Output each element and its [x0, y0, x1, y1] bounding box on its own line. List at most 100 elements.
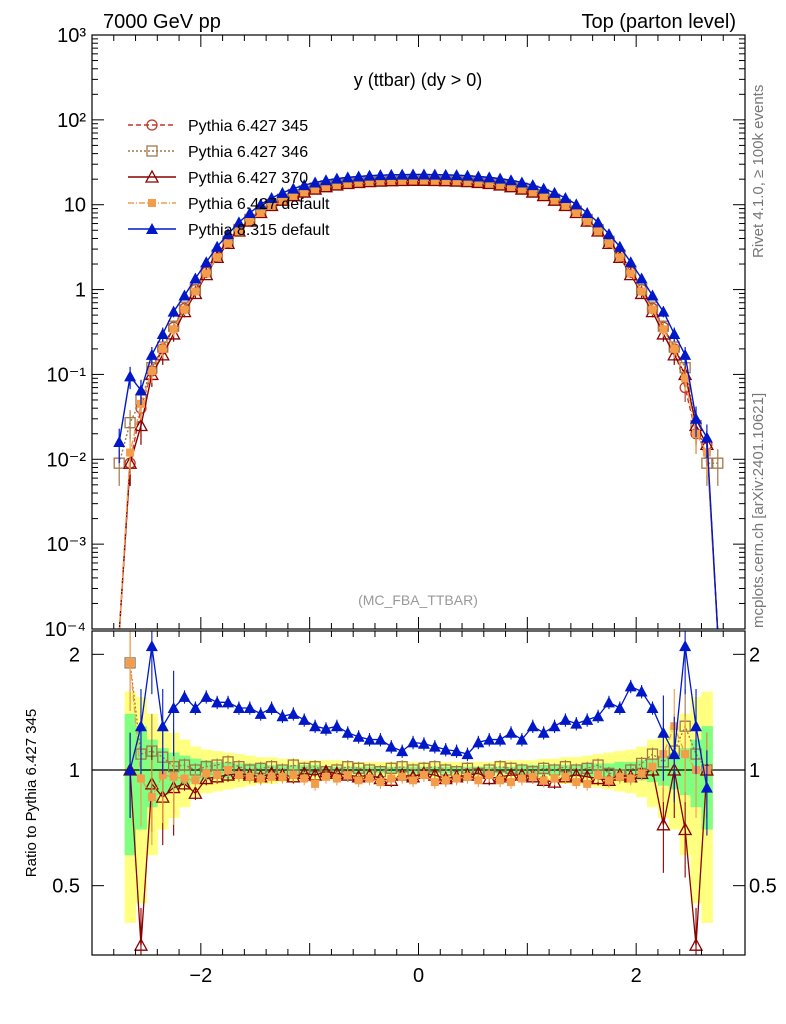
ratio-point	[515, 733, 528, 745]
ratio-point	[289, 771, 298, 780]
ratio-point	[472, 736, 485, 748]
ratio-point	[213, 771, 222, 780]
x-tick-label: 2	[631, 965, 642, 987]
data-point	[537, 182, 550, 194]
ratio-point	[199, 771, 214, 785]
ratio-point	[178, 759, 191, 771]
ratio-point	[570, 717, 583, 729]
data-point	[276, 186, 289, 198]
ratio-line-pythia-6-427-default	[129, 662, 707, 799]
data-point	[287, 182, 300, 194]
data-point	[615, 253, 624, 262]
ratio-point	[343, 771, 352, 780]
data-point	[169, 325, 178, 334]
data-point	[419, 176, 428, 185]
data-point	[594, 227, 603, 236]
data-point	[298, 179, 311, 191]
ratio-point	[474, 776, 483, 785]
ratio-point	[191, 776, 200, 785]
ratio-point	[278, 772, 287, 781]
ratio-point	[202, 769, 211, 778]
data-point	[330, 172, 343, 184]
header-left: 7000 GeV pp	[103, 11, 221, 33]
ratio-point	[550, 774, 559, 783]
data-point	[202, 269, 211, 278]
ratio-point	[309, 720, 322, 732]
data-point	[592, 216, 605, 228]
mcplots-label: mcplots.cern.ch [arXiv:2401.10621]	[750, 393, 767, 628]
legend-item-pythia-6-427-370: Pythia 6.427 370	[128, 169, 308, 187]
ratio-point	[145, 640, 158, 652]
ratio-point	[613, 701, 626, 713]
ratio-point	[505, 726, 518, 738]
ratio-point	[188, 785, 203, 799]
data-point	[428, 168, 441, 180]
ratio-point	[485, 771, 494, 780]
data-point	[417, 168, 430, 180]
data-point	[332, 181, 341, 190]
ratio-point	[200, 690, 213, 702]
ratio-point	[526, 720, 539, 732]
legend: Pythia 6.427 345 Pythia 6.427 346 Pythia 6…	[128, 118, 330, 239]
data-point	[452, 177, 461, 186]
series-line-pythia-6-427-default	[118, 179, 719, 629]
data-point	[134, 384, 147, 396]
legend-marker	[146, 223, 158, 234]
ratio-point	[583, 779, 592, 788]
ratio-point	[319, 722, 332, 734]
data-point	[559, 191, 572, 203]
data-point	[474, 178, 483, 187]
data-point	[385, 168, 398, 180]
data-point	[189, 272, 202, 284]
data-point	[224, 239, 233, 248]
ratio-point	[124, 763, 137, 775]
ratio-point	[417, 737, 430, 749]
ratio-point	[690, 720, 703, 732]
data-point	[245, 217, 254, 226]
ratio-point	[626, 774, 635, 783]
data-point	[343, 179, 352, 188]
data-point	[211, 240, 224, 252]
y-tick-label: 10	[64, 195, 86, 217]
data-point	[407, 168, 420, 180]
data-point	[517, 185, 526, 194]
data-point	[583, 217, 592, 226]
data-point	[494, 172, 507, 184]
legend-item-pythia-6-427-345: Pythia 6.427 345	[128, 118, 308, 135]
data-point	[289, 191, 298, 200]
ratio-line-pythia-6-427-370	[129, 769, 708, 946]
data-point	[539, 191, 548, 200]
data-point	[668, 327, 681, 339]
ratio-point	[341, 726, 354, 738]
data-point	[243, 206, 256, 218]
data-point	[572, 208, 581, 217]
data-point	[667, 347, 682, 361]
ratio-y-tick-label: 1	[69, 760, 80, 782]
ratio-point	[133, 937, 149, 951]
data-point	[374, 169, 387, 181]
data-point	[222, 228, 235, 240]
y-tick-label: 10⁻³	[47, 534, 87, 556]
data-point	[712, 457, 724, 469]
data-point	[561, 201, 570, 210]
legend-marker	[148, 199, 156, 207]
ratio-point	[594, 771, 603, 780]
data-point	[659, 325, 668, 334]
ratio-point	[537, 726, 550, 738]
data-point	[463, 177, 472, 186]
data-point	[365, 177, 374, 186]
ratio-point	[177, 776, 192, 790]
data-point	[156, 327, 169, 339]
data-point	[180, 305, 189, 314]
data-point	[681, 374, 690, 383]
data-point	[319, 174, 332, 186]
ratio-point	[147, 793, 156, 802]
legend-item-pythia-6-427-default: Pythia 6.427 default	[128, 196, 330, 213]
ratio-point	[688, 937, 704, 951]
x-tick-label: 0	[413, 965, 424, 987]
data-point	[265, 191, 278, 203]
data-point	[550, 196, 559, 205]
data-point	[145, 348, 158, 360]
ratio-point	[352, 730, 365, 742]
